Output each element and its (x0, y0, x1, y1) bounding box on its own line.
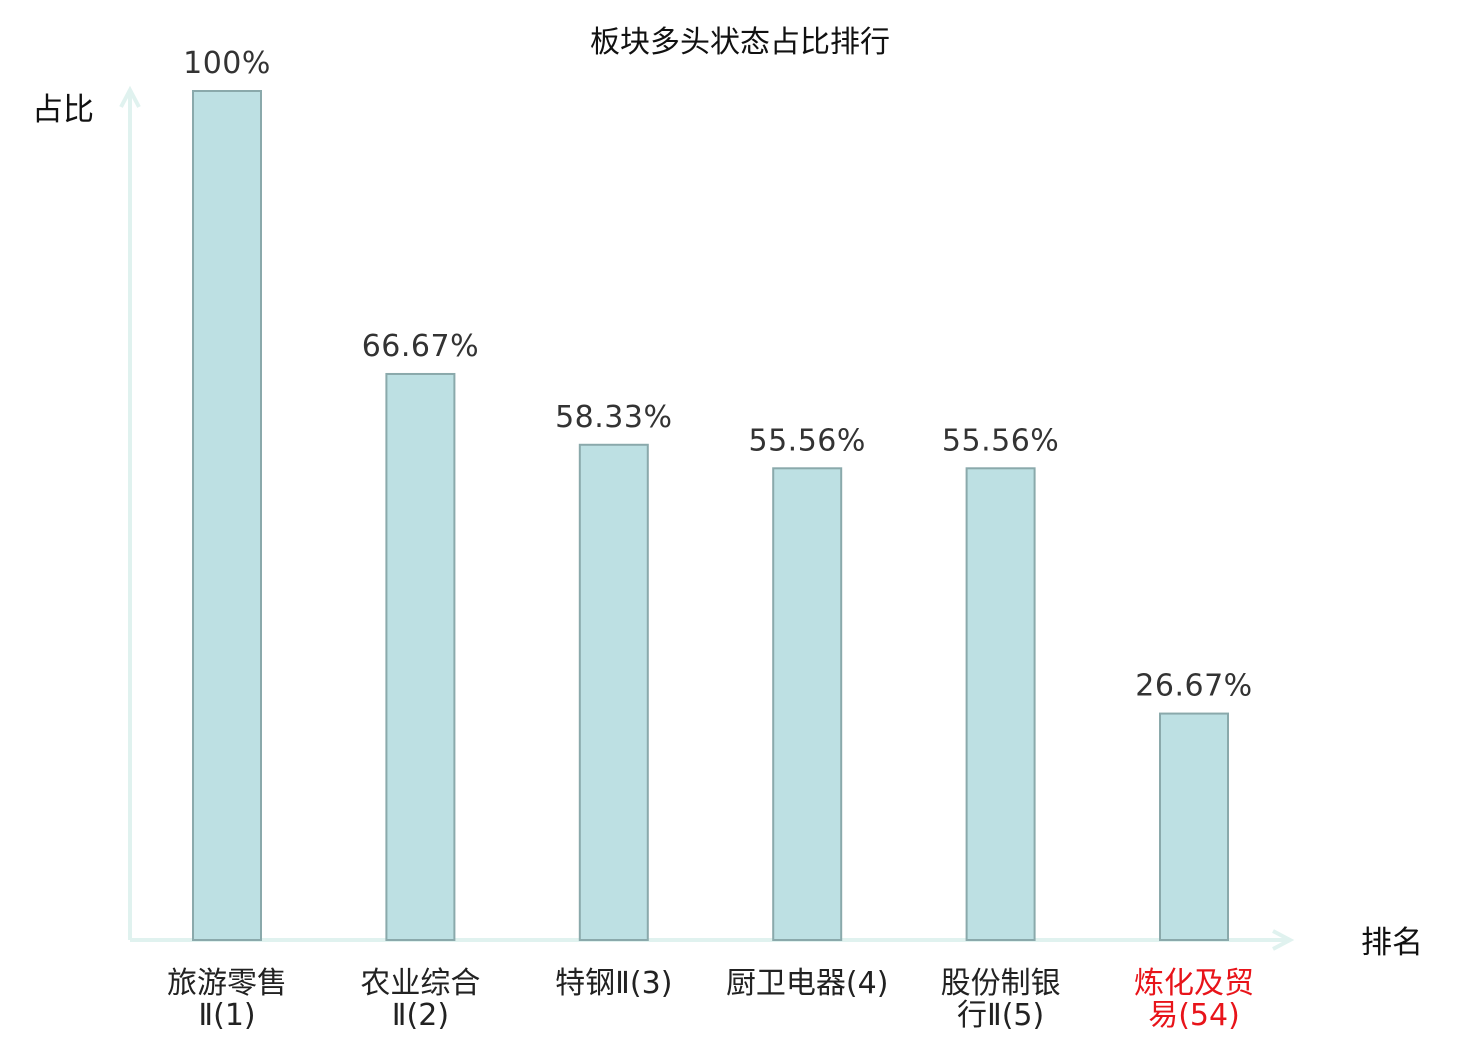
bar (578, 443, 649, 941)
x-tick-label: 特钢Ⅱ(3) (555, 966, 672, 1001)
x-tick-label: Ⅱ(2) (392, 998, 449, 1033)
x-tick-label: 行Ⅱ(5) (957, 998, 1044, 1033)
bars-group (192, 90, 1229, 942)
value-labels-group: 100% 66.67% 58.33% 55.56% 55.56% 26.67% (183, 46, 1252, 704)
data-label: 100% (183, 46, 271, 81)
bar (772, 467, 843, 941)
bar (965, 467, 1036, 941)
x-tick-label: 炼化及贸 (1134, 966, 1254, 1001)
y-axis-arrowhead (119, 85, 141, 108)
x-tick-label: 易(54) (1148, 998, 1240, 1033)
x-tick-label: 股份制银 (941, 966, 1061, 1001)
x-tick-label: 旅游零售 (167, 966, 287, 1001)
x-tick-label: 厨卫电器(4) (726, 966, 889, 1001)
bar (1159, 712, 1229, 942)
data-label: 26.67% (1135, 669, 1252, 704)
data-label: 55.56% (942, 423, 1059, 458)
data-label: 55.56% (749, 423, 866, 458)
x-tick-label: 农业综合 (360, 966, 480, 1001)
x-axis-arrowhead (1272, 929, 1295, 951)
x-axis-label: 排名 (1361, 925, 1423, 961)
x-tick-label: Ⅱ(1) (198, 998, 255, 1033)
data-label: 58.33% (555, 400, 672, 435)
chart-title: 板块多头状态占比排行 (590, 25, 890, 60)
bar (192, 90, 262, 941)
chart-axes (119, 85, 1295, 951)
bar (385, 372, 456, 942)
y-axis-label: 占比 (32, 92, 94, 128)
data-label: 66.67% (362, 329, 479, 364)
